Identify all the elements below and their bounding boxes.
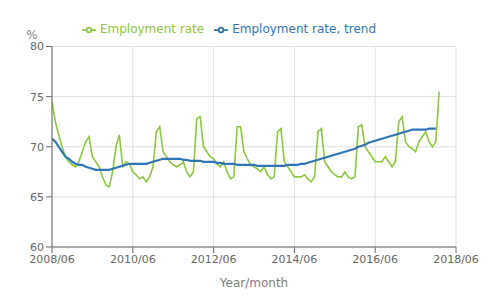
svg-text:2008/06: 2008/06 xyxy=(29,253,75,266)
svg-text:2014/06: 2014/06 xyxy=(272,253,318,266)
svg-text:2012/06: 2012/06 xyxy=(191,253,237,266)
svg-text:65: 65 xyxy=(30,191,44,204)
svg-text:80: 80 xyxy=(30,40,44,53)
svg-text:%: % xyxy=(26,28,37,42)
svg-text:2016/06: 2016/06 xyxy=(352,253,398,266)
svg-text:2010/06: 2010/06 xyxy=(110,253,156,266)
html-text:Employment rate, trend: Employment rate, trend xyxy=(232,22,376,36)
svg-text:Year/month: Year/month xyxy=(219,276,288,290)
svg-text:70: 70 xyxy=(30,141,44,154)
svg-text:75: 75 xyxy=(30,91,44,104)
svg-text:2018/06: 2018/06 xyxy=(433,253,479,266)
svg-text:60: 60 xyxy=(30,241,44,254)
html-text:Employment rate: Employment rate xyxy=(99,22,205,36)
